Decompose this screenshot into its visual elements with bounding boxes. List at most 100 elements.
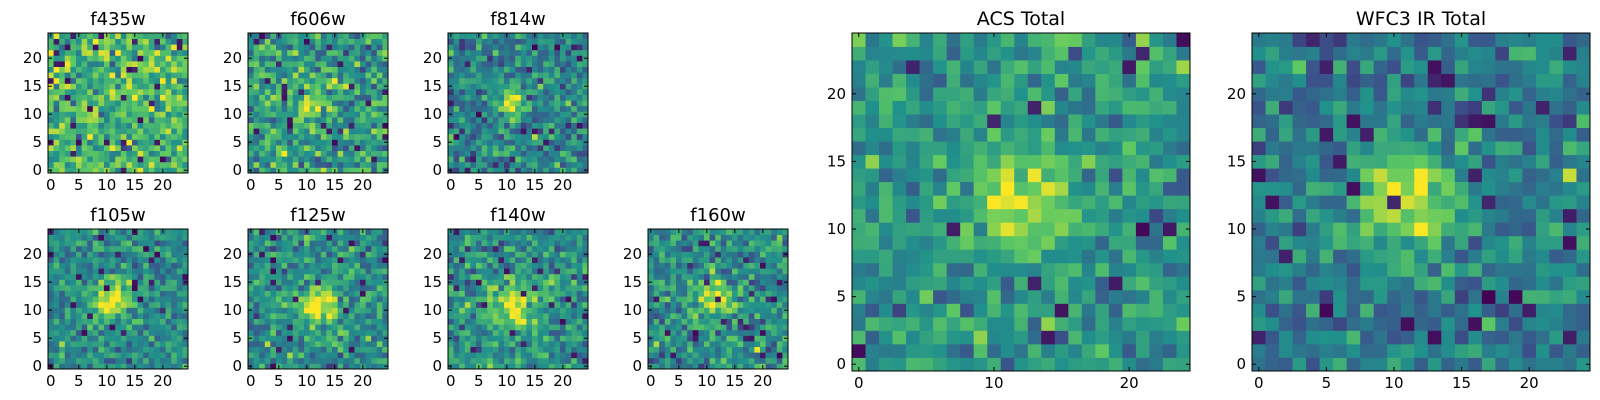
pixel — [248, 72, 254, 79]
pixel — [70, 77, 77, 84]
pixel — [292, 61, 299, 67]
pixel — [281, 122, 288, 129]
pixel — [92, 285, 99, 291]
pixel — [70, 296, 77, 303]
pixel — [332, 352, 338, 359]
pixel — [365, 66, 372, 73]
pixel — [571, 240, 578, 247]
pixel — [571, 296, 578, 303]
pixel — [576, 49, 583, 56]
pixel — [526, 318, 533, 325]
pixel — [487, 257, 494, 263]
pixel — [371, 335, 378, 342]
pixel — [320, 251, 327, 258]
pixel — [137, 313, 144, 319]
pixel — [109, 66, 116, 73]
pixel — [664, 245, 671, 252]
pixel — [315, 335, 322, 342]
pixel — [582, 285, 589, 291]
pixel — [98, 335, 105, 342]
pixel — [520, 111, 527, 118]
pixel — [582, 313, 589, 319]
pixel — [253, 44, 260, 51]
pixel — [264, 273, 271, 280]
pixel — [276, 117, 282, 123]
pixel — [326, 262, 333, 269]
pixel — [64, 346, 71, 353]
pixel — [120, 240, 127, 247]
pixel — [326, 38, 333, 45]
pixel — [137, 117, 144, 123]
pixel — [698, 296, 705, 303]
pixel — [76, 296, 82, 303]
pixel — [470, 352, 477, 359]
pixel — [143, 273, 150, 280]
pixel — [326, 133, 333, 140]
pixel — [182, 133, 189, 140]
pixel — [464, 240, 471, 247]
pixel — [906, 316, 920, 331]
pixel — [320, 279, 327, 286]
pixel — [137, 268, 144, 275]
pixel — [109, 341, 116, 347]
pixel — [165, 234, 172, 241]
pixel — [98, 363, 105, 370]
pixel — [487, 363, 494, 370]
pixel — [253, 335, 260, 342]
pixel — [137, 161, 144, 168]
pixel — [320, 296, 327, 303]
pixel — [509, 117, 516, 123]
pixel — [53, 245, 60, 252]
pixel — [276, 257, 282, 263]
pixel — [320, 150, 327, 157]
pixel — [565, 122, 572, 129]
pixel — [459, 234, 466, 241]
pixel — [726, 245, 733, 252]
pixel — [115, 229, 122, 235]
pixel — [726, 268, 733, 275]
image-pixels — [48, 229, 189, 370]
pixel — [70, 156, 77, 163]
pixel — [1162, 262, 1177, 277]
pixel — [281, 61, 288, 67]
pixel — [933, 330, 948, 345]
pixel — [354, 324, 361, 331]
pixel — [892, 235, 907, 250]
pixel — [771, 229, 778, 235]
pixel — [537, 167, 544, 174]
pixel — [343, 352, 350, 359]
pixel — [548, 285, 555, 291]
pixel — [459, 122, 466, 129]
pixel — [259, 240, 266, 247]
pixel — [365, 279, 372, 286]
pixel — [87, 139, 94, 146]
pixel — [332, 83, 338, 90]
pixel — [354, 279, 361, 286]
pixel — [104, 55, 110, 62]
pixel — [571, 117, 578, 123]
pixel — [659, 262, 666, 269]
pixel — [771, 251, 778, 258]
pixel — [492, 240, 499, 247]
pixel — [492, 329, 499, 336]
pixel — [737, 329, 744, 336]
pixel — [748, 346, 755, 353]
pixel — [515, 357, 522, 364]
pixel — [53, 229, 60, 235]
pixel — [476, 341, 482, 347]
pixel — [987, 303, 1002, 318]
pixel — [126, 161, 133, 168]
pixel — [498, 346, 505, 353]
pixel — [81, 318, 88, 325]
pixel — [1068, 276, 1083, 291]
pixel — [304, 55, 310, 62]
pixel — [76, 66, 82, 73]
pixel — [48, 61, 54, 67]
pixel — [253, 33, 260, 39]
pixel — [754, 307, 761, 314]
pixel — [487, 301, 494, 308]
pixel — [81, 273, 88, 280]
pixel — [360, 324, 366, 331]
pixel — [481, 122, 488, 129]
pixel — [576, 251, 583, 258]
